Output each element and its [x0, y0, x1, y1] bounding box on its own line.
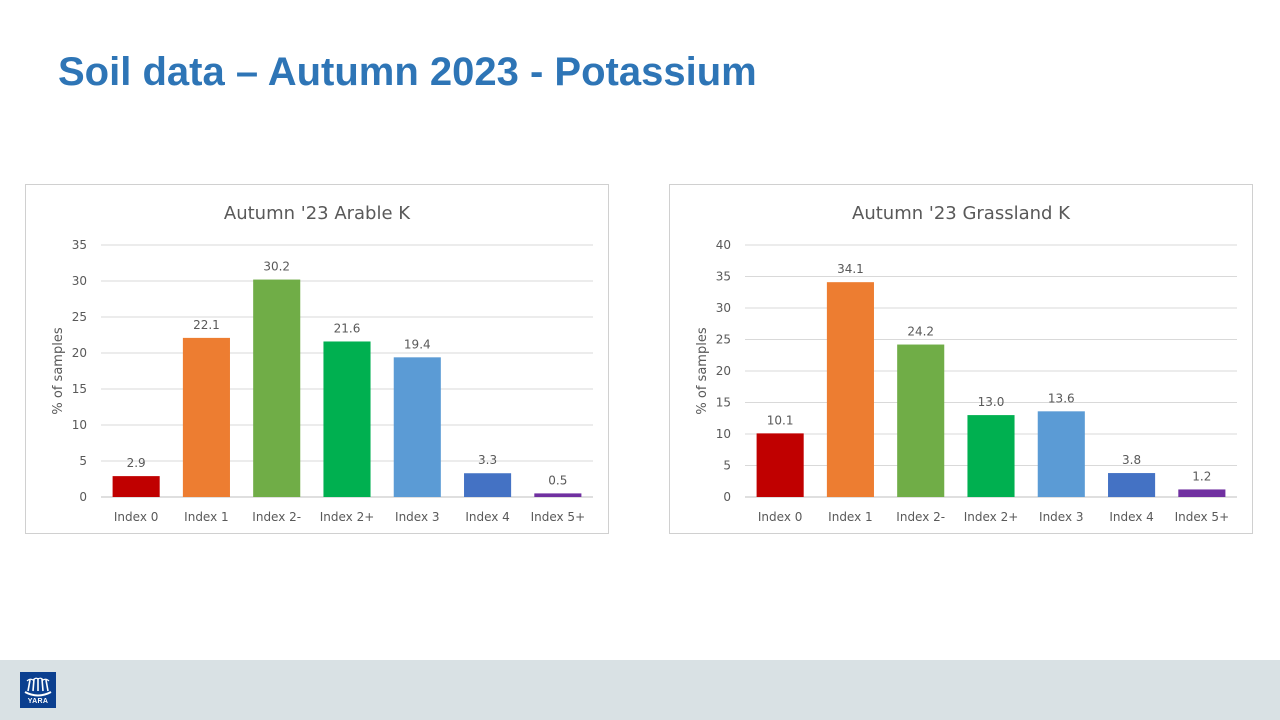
x-tick-label: Index 0: [114, 510, 158, 524]
chart-title: Autumn '23 Arable K: [224, 203, 411, 224]
arable-k-chart-svg: Autumn '23 Arable K % of samples 0 5 10 15 20 2…: [51, 203, 593, 524]
data-label: 13.6: [1048, 391, 1075, 405]
chart-title: Autumn '23 Grassland K: [852, 203, 1071, 224]
bar: [967, 415, 1015, 497]
y-tick-label: 0: [723, 490, 731, 504]
data-label: 24.2: [907, 325, 934, 339]
data-label: 21.6: [334, 321, 361, 335]
x-tick-label: Index 2-: [252, 510, 301, 524]
y-tick-label: 20: [716, 364, 731, 378]
y-tick-label: 20: [72, 346, 87, 360]
bar: [1178, 489, 1226, 497]
y-tick-label: 10: [72, 418, 87, 432]
data-label: 19.4: [404, 337, 431, 351]
x-tick-label: Index 4: [1109, 510, 1153, 524]
data-label: 30.2: [263, 260, 290, 274]
x-tick-label: Index 5+: [1175, 510, 1230, 524]
x-tick-label: Index 3: [395, 510, 439, 524]
data-label: 22.1: [193, 318, 220, 332]
y-axis-label: % of samples: [695, 327, 710, 414]
logo-text: YARA: [27, 698, 49, 705]
x-tick-label: Index 2+: [320, 510, 375, 524]
x-tick-label: Index 0: [758, 510, 802, 524]
data-label: 3.8: [1122, 453, 1141, 467]
bar: [112, 476, 160, 497]
bar: [323, 341, 371, 497]
slide-title: Soil data – Autumn 2023 - Potassium: [58, 50, 757, 94]
y-tick-label: 25: [716, 333, 731, 347]
y-axis-label: % of samples: [51, 327, 66, 414]
data-label: 2.9: [127, 456, 146, 470]
x-tick-label: Index 2+: [964, 510, 1019, 524]
y-tick-label: 40: [716, 238, 731, 252]
y-tick-label: 0: [79, 490, 87, 504]
y-tick-label: 10: [716, 427, 731, 441]
data-label: 0.5: [548, 473, 567, 487]
x-tick-label: Index 4: [465, 510, 509, 524]
bar: [464, 473, 512, 497]
y-tick-label: 30: [716, 301, 731, 315]
y-tick-label: 30: [72, 274, 87, 288]
bar: [534, 493, 582, 497]
bar: [826, 282, 874, 497]
bar: [1037, 411, 1085, 497]
arable-k-chart: Autumn '23 Arable K % of samples 0 5 10 15 20 2…: [25, 184, 609, 534]
x-tick-label: Index 3: [1039, 510, 1083, 524]
grassland-k-chart-svg: Autumn '23 Grassland K % of samples 0 5 10 15…: [695, 203, 1237, 524]
grassland-k-chart: Autumn '23 Grassland K % of samples 0 5 10 15…: [669, 184, 1253, 534]
data-label: 10.1: [767, 413, 794, 427]
footer-bar: [0, 660, 1280, 720]
bar: [253, 279, 301, 497]
x-tick-label: Index 2-: [896, 510, 945, 524]
bar: [756, 433, 804, 497]
y-tick-label: 25: [72, 310, 87, 324]
x-tick-label: Index 1: [828, 510, 872, 524]
viking-ship-icon: [24, 677, 52, 697]
data-label: 34.1: [837, 262, 864, 276]
y-tick-label: 15: [72, 382, 87, 396]
x-tick-label: Index 5+: [531, 510, 586, 524]
data-label: 1.2: [1192, 469, 1211, 483]
bar: [897, 344, 945, 497]
data-label: 3.3: [478, 453, 497, 467]
y-tick-label: 5: [79, 454, 87, 468]
y-tick-label: 15: [716, 396, 731, 410]
bar: [182, 337, 230, 497]
y-tick-label: 35: [72, 238, 87, 252]
y-tick-label: 35: [716, 270, 731, 284]
y-tick-label: 5: [723, 459, 731, 473]
bar: [393, 357, 441, 497]
yara-logo: YARA: [20, 672, 56, 708]
data-label: 13.0: [978, 395, 1005, 409]
x-tick-label: Index 1: [184, 510, 228, 524]
bar: [1108, 473, 1156, 497]
